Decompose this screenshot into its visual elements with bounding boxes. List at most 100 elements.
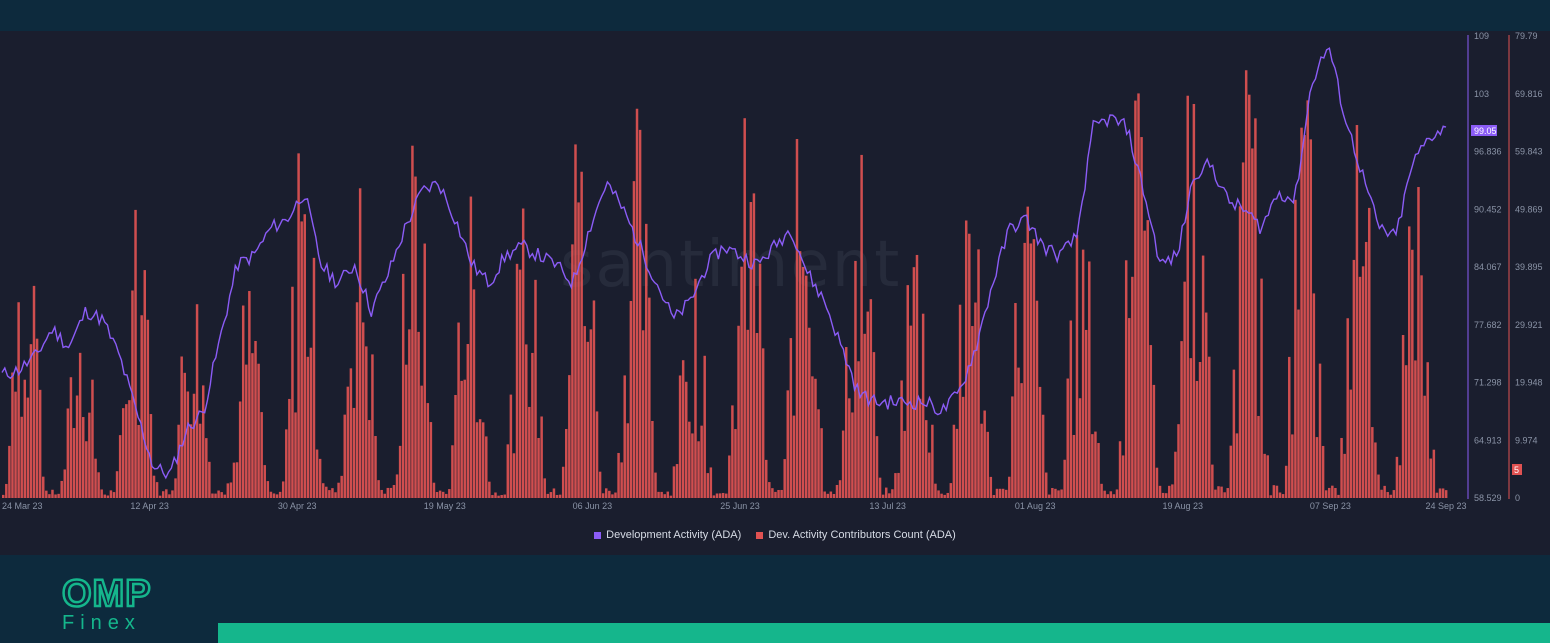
- contributors-bar: [414, 176, 417, 499]
- contributors-bar: [340, 475, 343, 498]
- contributors-bar: [161, 491, 165, 498]
- contributors-bar: [408, 329, 411, 498]
- contributors-bar: [152, 475, 156, 498]
- contributors-bar: [841, 430, 845, 498]
- contributors-bar: [1411, 249, 1414, 498]
- contributors-bar: [765, 459, 768, 498]
- contributors-bar: [1149, 345, 1153, 498]
- contributors-bar: [1078, 398, 1082, 498]
- contributors-bar: [801, 266, 805, 498]
- contributors-bar: [626, 423, 630, 498]
- last-bar-badge: [1512, 464, 1522, 475]
- contributors-bar: [888, 493, 891, 498]
- contributors-bar: [303, 214, 306, 499]
- contributors-bar: [632, 181, 636, 498]
- contributors-bar: [361, 322, 365, 498]
- y-left-tick-label: 103: [1474, 89, 1489, 99]
- contributors-bar: [5, 483, 8, 498]
- contributors-bar: [78, 352, 82, 498]
- contributors-bar: [420, 385, 423, 498]
- y-left-tick-label: 58.529: [1474, 493, 1502, 503]
- contributors-bar: [1183, 281, 1186, 498]
- contributors-bar: [715, 493, 719, 498]
- contributors-bar: [401, 273, 405, 498]
- legend-item-contributors[interactable]: Dev. Activity Contributors Count (ADA): [756, 529, 956, 541]
- contributors-bar: [534, 279, 537, 498]
- contributors-bar: [23, 379, 27, 498]
- contributors-bar: [1014, 303, 1017, 498]
- contributors-bar: [971, 326, 974, 498]
- contributors-bar: [472, 289, 476, 498]
- contributors-bar: [1171, 484, 1174, 498]
- contributors-bar: [291, 286, 294, 498]
- contributors-bar: [651, 421, 654, 498]
- contributors-bar: [1441, 488, 1445, 498]
- contributors-bar: [1386, 492, 1389, 498]
- legend-item-dev-activity[interactable]: Development Activity (ADA): [594, 529, 741, 541]
- contributors-bar: [675, 464, 679, 498]
- contributors-bar: [509, 394, 513, 498]
- contributors-bar: [374, 436, 377, 498]
- contributors-bar: [1306, 100, 1309, 499]
- contributors-bar: [318, 458, 322, 498]
- contributors-bar: [386, 487, 390, 498]
- contributors-bar: [275, 494, 279, 498]
- contributors-bar: [589, 329, 593, 498]
- contributors-bar: [488, 481, 491, 498]
- contributors-bar: [734, 429, 737, 498]
- contributors-bar: [266, 481, 270, 498]
- contributors-bar: [1444, 490, 1448, 498]
- contributors-bar: [398, 445, 402, 498]
- contributors-bar: [494, 492, 497, 498]
- contributors-bar: [1020, 383, 1023, 498]
- contributors-bar: [460, 380, 463, 498]
- contributors-bar: [1278, 492, 1282, 498]
- contributors-bar: [245, 364, 248, 498]
- contributors-bar: [1158, 485, 1162, 498]
- contributors-bar: [1094, 431, 1097, 498]
- contributors-bar: [546, 493, 550, 498]
- contributors-bar: [137, 425, 140, 498]
- y-left-tick-label: 77.682: [1474, 320, 1502, 330]
- x-tick-label: 06 Jun 23: [573, 501, 613, 511]
- contributors-bar: [469, 196, 473, 498]
- contributors-bar: [1192, 103, 1196, 498]
- contributors-bar: [761, 348, 765, 498]
- contributors-bar: [88, 412, 91, 498]
- contributors-bar: [1029, 243, 1033, 498]
- contributors-bar: [109, 490, 113, 498]
- contributors-bar: [832, 493, 836, 498]
- contributors-bar: [1251, 148, 1254, 498]
- contributors-bar: [1035, 300, 1039, 498]
- contributors-bar: [608, 490, 611, 498]
- contributors-bar: [1389, 494, 1393, 498]
- contributors-bar: [884, 487, 888, 498]
- chart-svg: santiment 24 Mar 23 12 Apr 23 30 Apr 23 19 …: [1, 31, 1543, 511]
- contributors-bar: [848, 398, 851, 498]
- contributors-bar: [718, 493, 722, 498]
- footer-band: [218, 623, 1550, 643]
- contributors-bar: [1257, 415, 1260, 498]
- contributors-bar: [1097, 443, 1100, 498]
- contributors-bar: [1417, 187, 1420, 498]
- contributors-bar: [392, 485, 396, 498]
- contributors-bar: [1263, 453, 1266, 498]
- contributors-bar: [909, 325, 913, 498]
- contributors-bar: [897, 472, 900, 498]
- contributors-bar: [891, 489, 894, 498]
- contributors-bar: [365, 346, 368, 498]
- svg-text:Finex: Finex: [62, 612, 141, 632]
- contributors-bar: [820, 428, 823, 498]
- contributors-bar: [331, 488, 334, 498]
- contributors-bar: [900, 380, 903, 498]
- contributors-bar: [1408, 226, 1411, 498]
- contributors-bar: [192, 393, 196, 498]
- contributors-bar: [238, 401, 242, 498]
- contributors-bar: [1115, 489, 1119, 498]
- contributors-bar: [168, 494, 171, 498]
- contributors-bar: [368, 420, 371, 498]
- contributors-bar: [1235, 433, 1239, 498]
- contributors-bar: [860, 154, 863, 499]
- legend-swatch-red: [756, 531, 764, 539]
- contributors-bar: [857, 361, 860, 498]
